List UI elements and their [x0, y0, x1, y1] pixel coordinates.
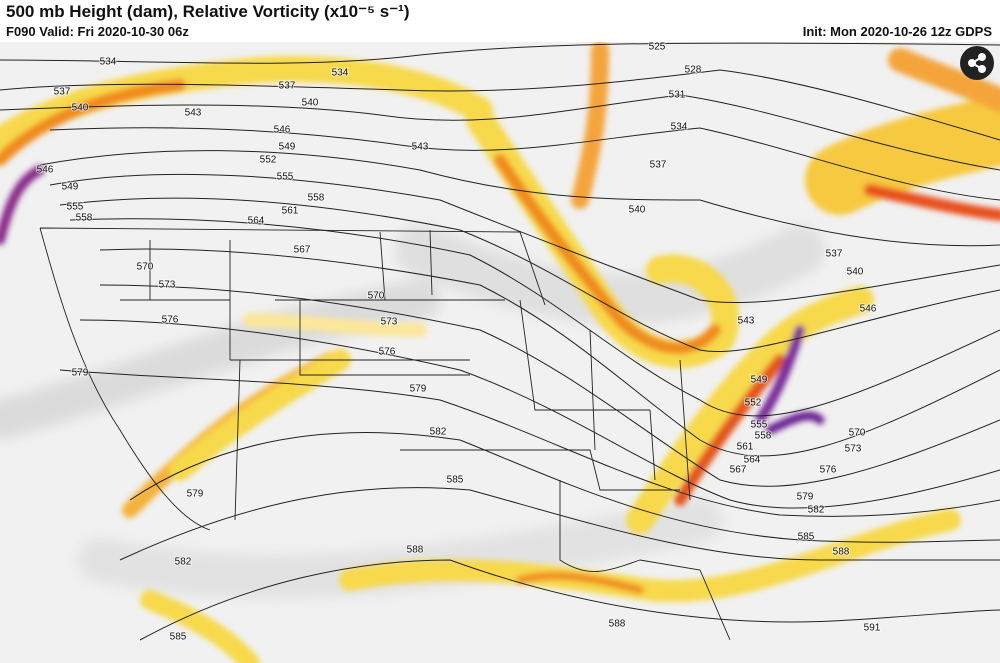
contour-label: 558 [308, 193, 325, 204]
contour-label: 579 [72, 368, 89, 379]
contour-label: 570 [368, 291, 385, 302]
contour-label: 573 [159, 280, 176, 291]
contour-label: 588 [407, 545, 424, 556]
contour-label: 558 [755, 431, 772, 442]
title: 500 mb Height (dam), Relative Vorticity … [6, 2, 410, 21]
contour-label: 555 [751, 420, 768, 431]
contour-label: 579 [187, 489, 204, 500]
contour-label: 582 [430, 427, 447, 438]
contour-label: 537 [54, 87, 71, 98]
contour-label: 591 [864, 623, 881, 634]
valid-time: F090 Valid: Fri 2020-10-30 06z [6, 24, 189, 39]
contour-label: 573 [845, 444, 862, 455]
contour-label: 540 [72, 103, 89, 114]
contour-label: 555 [277, 172, 294, 183]
contour-label: 579 [797, 492, 814, 503]
contour-label: 528 [685, 65, 702, 76]
contour-label: 582 [175, 557, 192, 568]
contour-label: 534 [332, 68, 349, 79]
contour-label: 549 [62, 182, 79, 193]
contour-label: 543 [412, 142, 429, 153]
share-icon [968, 53, 986, 73]
share-button[interactable] [960, 46, 994, 80]
contour-label: 561 [737, 442, 754, 453]
contour-label: 564 [744, 455, 761, 466]
contour-label: 585 [447, 475, 464, 486]
header: 500 mb Height (dam), Relative Vorticity … [0, 0, 1000, 42]
contour-label: 549 [279, 142, 296, 153]
contour-label: 573 [381, 317, 398, 328]
contour-label: 534 [671, 122, 688, 133]
contour-label: 558 [76, 213, 93, 224]
contour-label: 579 [410, 384, 427, 395]
contour-label: 531 [669, 90, 686, 101]
contour-label: 555 [67, 202, 84, 213]
contour-label: 549 [751, 375, 768, 386]
contour-label: 525 [649, 42, 666, 53]
contour-label: 546 [274, 125, 291, 136]
contour-label: 543 [738, 316, 755, 327]
boundaries [39, 227, 731, 641]
height-contours [0, 42, 1000, 641]
contour-label: 588 [833, 547, 850, 558]
contour-label: 585 [170, 632, 187, 643]
contour-label: 585 [798, 532, 815, 543]
init-time: Init: Mon 2020-10-26 12z GDPS [802, 24, 992, 39]
contour-label: 543 [185, 108, 202, 119]
contour-label: 540 [302, 98, 319, 109]
contour-label: 552 [260, 155, 277, 166]
contour-label: 561 [282, 206, 299, 217]
contour-label: 552 [745, 398, 762, 409]
contour-label: 576 [162, 315, 179, 326]
contour-label: 546 [860, 304, 877, 315]
contour-label: 588 [609, 619, 626, 630]
contour-label: 537 [826, 249, 843, 260]
contour-label: 567 [294, 245, 311, 256]
contour-label: 570 [137, 262, 154, 273]
contour-label: 537 [650, 160, 667, 171]
contour-label: 546 [37, 165, 54, 176]
contour-label: 564 [248, 216, 265, 227]
contour-label: 576 [379, 347, 396, 358]
contour-label: 537 [279, 81, 296, 92]
vorticity-swaths [0, 42, 1000, 663]
contour-label: 570 [849, 428, 866, 439]
contour-label: 576 [820, 465, 837, 476]
contour-label: 540 [847, 267, 864, 278]
contour-label: 582 [808, 505, 825, 516]
contour-label: 534 [100, 57, 117, 68]
contour-label: 540 [629, 205, 646, 216]
contour-label: 567 [730, 465, 747, 476]
